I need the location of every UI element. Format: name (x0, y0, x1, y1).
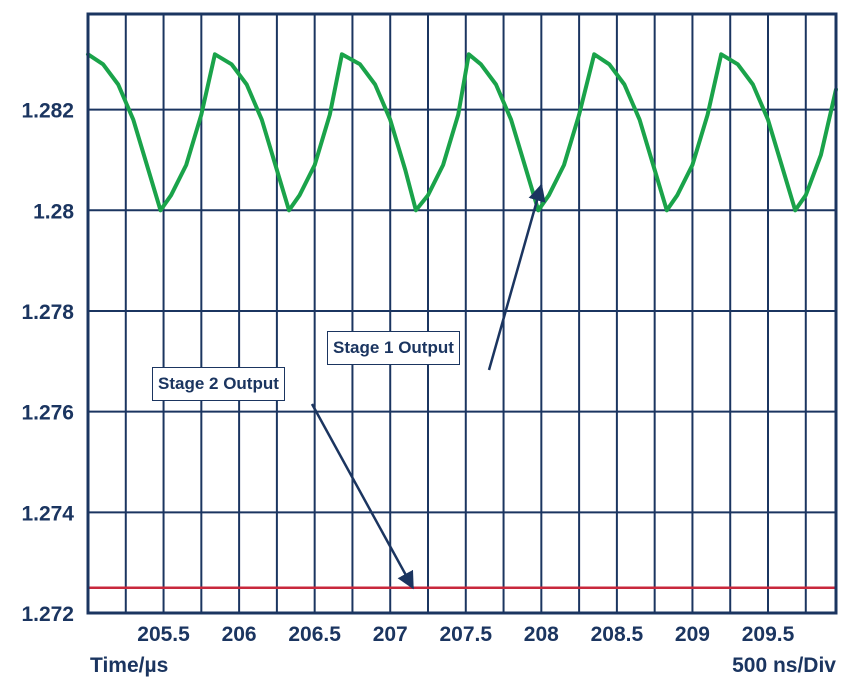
stage-1-callout: Stage 1 Output (327, 331, 460, 365)
y-tick-label: 1.282 (21, 100, 74, 123)
x-tick-label: 208.5 (591, 623, 644, 646)
y-tick-label: 1.276 (21, 402, 74, 425)
x-tick-label: 206 (222, 623, 257, 646)
tick-labels: 205.5 206 206.5 207 207.5 208 208.5 209 209.5 1.2… (21, 100, 794, 646)
x-tick-label: 205.5 (137, 623, 190, 646)
scale-label: 500 ns/Div (732, 654, 836, 677)
plot-border (86, 12, 838, 615)
y-tick-label: 1.28 (33, 200, 74, 223)
series-layer (86, 52, 838, 590)
x-axis-label: Time/µs (90, 654, 169, 677)
series-line (86, 52, 838, 213)
grid (88, 14, 836, 614)
annotation-arrows (310, 183, 546, 590)
y-tick-label: 1.272 (21, 603, 74, 626)
y-tick-label: 1.274 (21, 502, 74, 525)
x-tick-label: 206.5 (288, 623, 341, 646)
x-tick-label: 209.5 (742, 623, 795, 646)
x-tick-label: 209 (675, 623, 710, 646)
x-tick-label: 207.5 (439, 623, 492, 646)
stage-2-callout: Stage 2 Output (152, 367, 285, 401)
annotation-arrow (487, 183, 546, 371)
annotation-arrow (310, 403, 414, 590)
x-tick-label: 208 (524, 623, 559, 646)
x-tick-label: 207 (373, 623, 408, 646)
y-tick-label: 1.278 (21, 301, 74, 324)
